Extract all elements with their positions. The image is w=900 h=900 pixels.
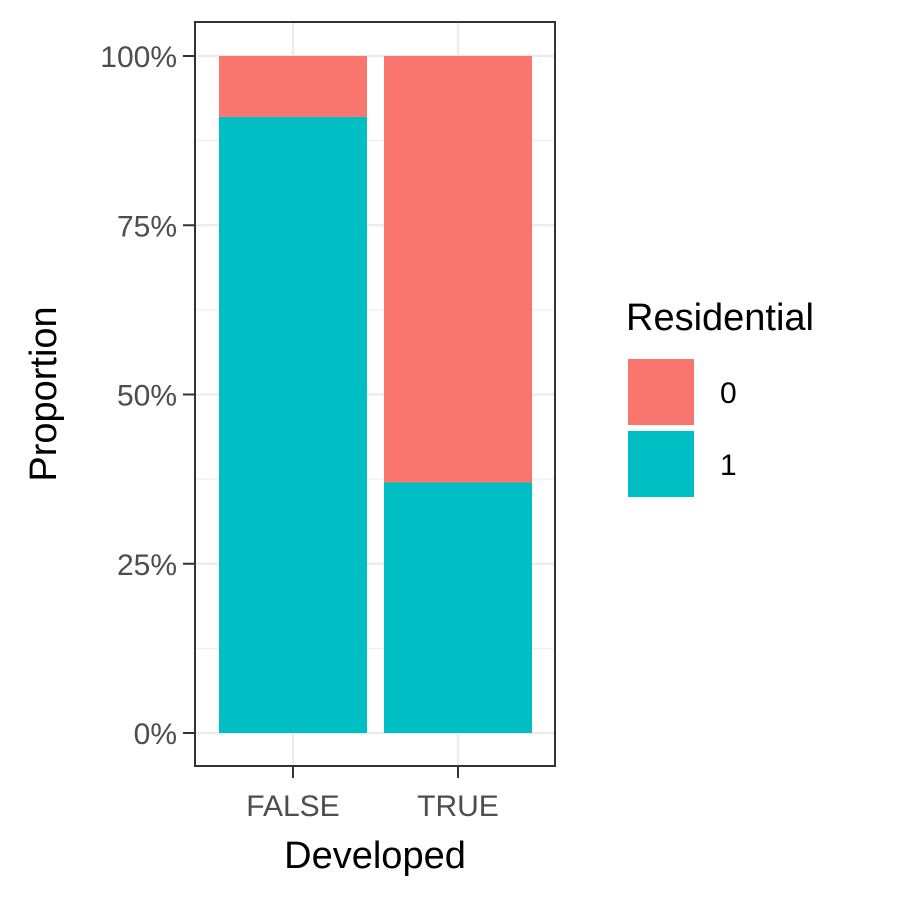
legend-key-0 [628,359,694,425]
bar-false-residential-1 [219,116,367,734]
y-axis: 0% 25% 50% 75% 100% [100,41,195,751]
bars [219,56,532,734]
legend-label: 0 [720,377,737,410]
y-tick-label: 100% [100,41,177,74]
legend-key-1 [628,431,694,497]
y-tick-label: 50% [117,380,177,413]
x-axis: FALSE TRUE [246,766,499,823]
y-tick-label: 75% [117,210,177,243]
bar-true-residential-0 [384,56,532,483]
y-axis-title: Proportion [23,306,65,481]
legend: Residential 0 1 [626,297,814,497]
bar-false-residential-0 [219,56,367,117]
x-tick-label: FALSE [246,790,339,823]
y-tick-label: 25% [117,549,177,582]
x-tick-label: TRUE [417,790,499,823]
legend-title: Residential [626,297,814,339]
y-tick-label: 0% [134,718,177,751]
bar-true-residential-1 [384,482,532,733]
legend-label: 1 [720,449,737,482]
x-axis-title: Developed [284,835,466,877]
